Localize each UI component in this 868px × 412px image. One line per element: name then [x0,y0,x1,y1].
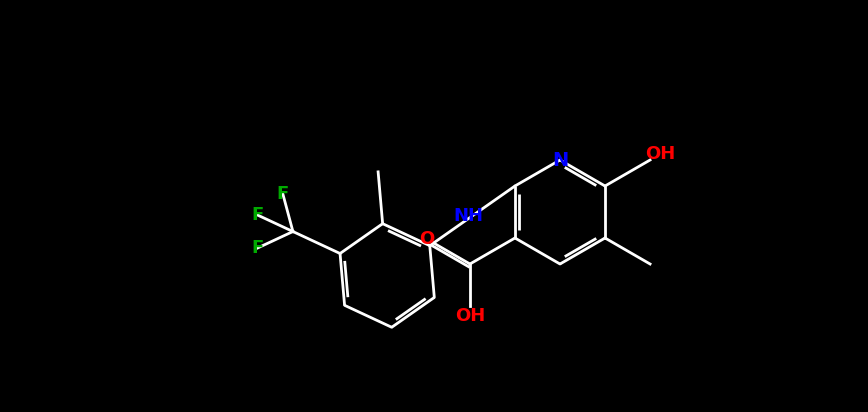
Text: F: F [252,206,264,224]
Text: NH: NH [453,207,483,225]
Text: OH: OH [455,307,485,325]
Text: N: N [552,150,569,169]
Text: O: O [419,230,435,248]
Text: OH: OH [645,145,675,163]
Text: F: F [252,239,264,257]
Text: F: F [277,185,289,203]
